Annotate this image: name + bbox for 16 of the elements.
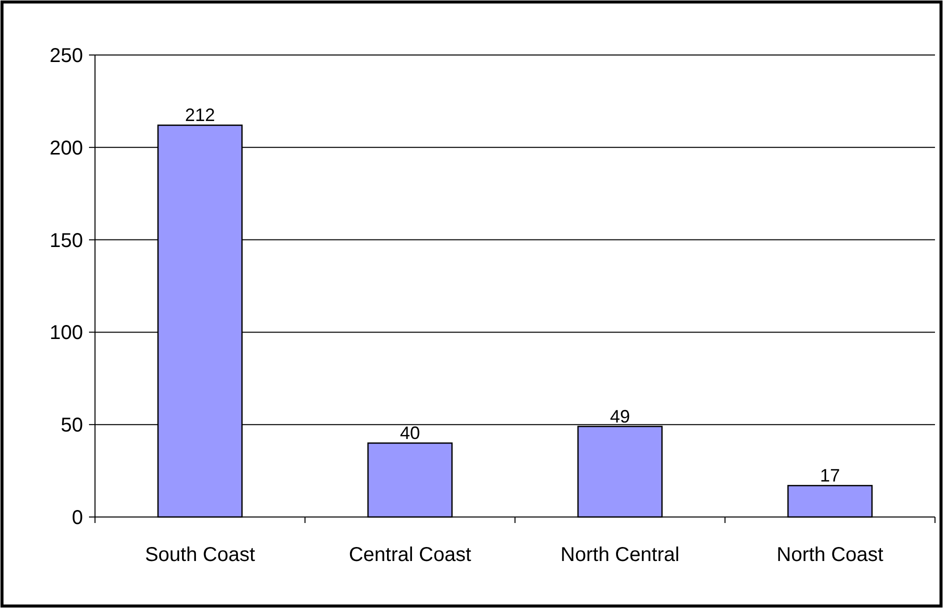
y-tick-label: 50 bbox=[60, 414, 83, 437]
y-tick-label: 250 bbox=[50, 45, 83, 67]
x-tick-label: South Coast bbox=[144, 544, 256, 566]
data-label: 17 bbox=[820, 466, 840, 486]
y-tick-label: 0 bbox=[72, 507, 83, 529]
bar bbox=[367, 442, 453, 518]
y-tick-label: 100 bbox=[50, 322, 83, 344]
data-label: 40 bbox=[400, 423, 420, 444]
data-label: 49 bbox=[610, 406, 630, 426]
bar bbox=[787, 484, 873, 518]
y-tick-label: 200 bbox=[50, 137, 83, 160]
x-tick-label: North Coast bbox=[776, 544, 884, 566]
y-tick-label: 150 bbox=[50, 230, 83, 252]
x-tick-label: North Central bbox=[560, 544, 680, 566]
data-label: 212 bbox=[184, 105, 216, 126]
x-tick-label: Central Coast bbox=[348, 544, 472, 566]
